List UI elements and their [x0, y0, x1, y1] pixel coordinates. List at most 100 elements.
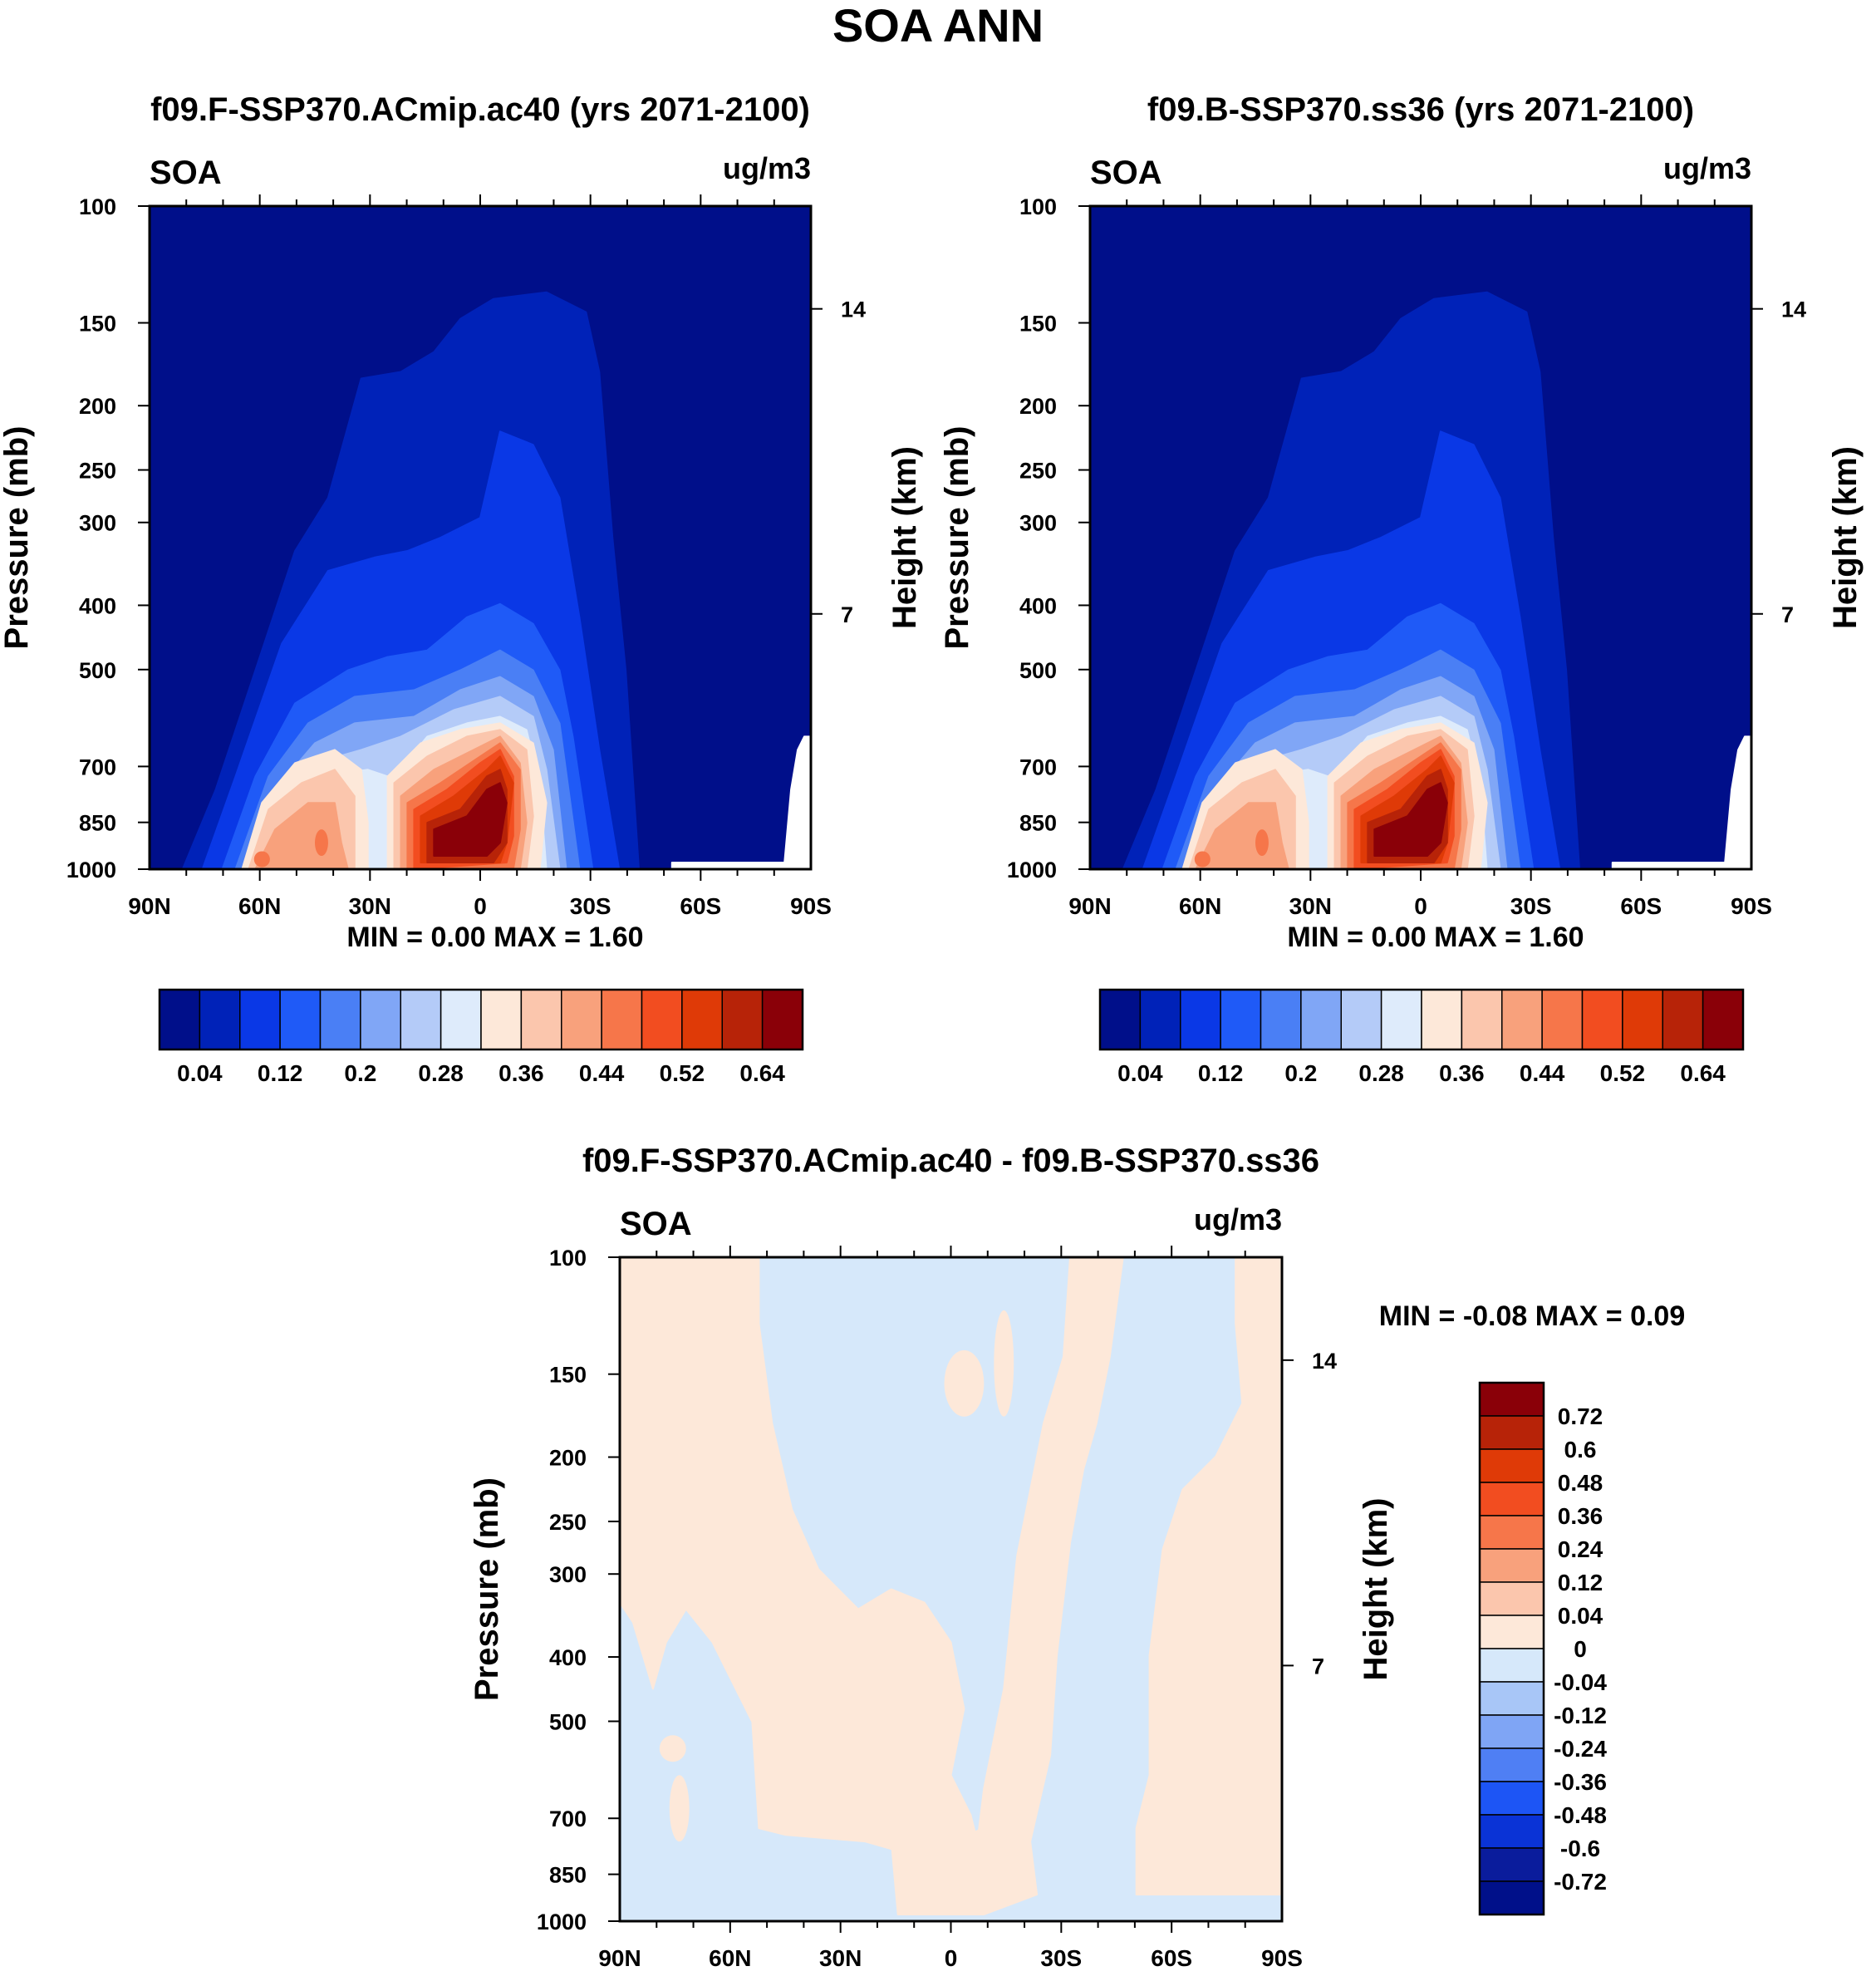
x-tick-label: 60N	[1179, 893, 1221, 919]
colorbar-label: 0.52	[1600, 1060, 1646, 1086]
x-tick-label: 30N	[819, 1945, 862, 1971]
colorbar-box	[1180, 989, 1221, 1050]
y-tick-label: 100	[79, 194, 116, 219]
colorbar-label: -0.24	[1554, 1736, 1607, 1762]
colorbar: 0.04 0.12 0.2 0.28 0.36 0.44 0.52 0.64	[1098, 988, 1745, 1086]
colorbar-box	[1581, 989, 1623, 1050]
x-tick-label: 30S	[570, 893, 611, 919]
colorbar-frame	[1098, 988, 1745, 1051]
missing-data	[670, 735, 811, 869]
panel-3: 90N 60N 30N 0 30S 60S 90S 100 150 200 250 300 400 500…	[469, 1143, 1685, 1971]
colorbar-box	[1479, 1714, 1545, 1749]
x-tick-label: 90S	[1261, 1945, 1303, 1971]
positive-island-3	[944, 1349, 985, 1417]
y-tick-label: 500	[79, 658, 116, 683]
colorbar-box	[1622, 989, 1663, 1050]
left-label: SOA	[150, 155, 222, 191]
x-tick-label: 30N	[349, 893, 391, 919]
colorbar-box	[1421, 989, 1463, 1050]
nh-lobe-spot-2	[315, 829, 328, 857]
colorbar-label: -0.04	[1554, 1669, 1607, 1695]
colorbar-label: 0.24	[1558, 1536, 1603, 1562]
colorbar-box	[1501, 989, 1543, 1050]
panel-1: 90N 60N 30N 0 30S 60S 90S 100 150 200 250 300 400 500…	[0, 91, 923, 1086]
y-axis-label: Pressure (mb)	[469, 1477, 505, 1701]
x-tick-label: 0	[945, 1945, 958, 1971]
height-tick-label: 14	[1781, 297, 1806, 322]
colorbar-frame	[1478, 1381, 1545, 1916]
height-axis-label: Height (km)	[1827, 446, 1864, 629]
colorbar-label: 0.04	[1558, 1603, 1603, 1629]
colorbar-box	[520, 989, 562, 1050]
colorbar-label: 0.44	[1520, 1060, 1565, 1086]
colorbar-box	[601, 989, 643, 1050]
colorbar-box	[1541, 989, 1584, 1050]
contour-field	[620, 1257, 1282, 1921]
x-tick-label: 0	[1414, 893, 1427, 919]
y-tick-label: 300	[549, 1562, 587, 1587]
colorbar-box	[1220, 989, 1262, 1050]
height-tick-label: 7	[841, 602, 853, 627]
colorbar-label: 0.64	[1680, 1060, 1726, 1086]
y-tick-label: 700	[549, 1806, 587, 1831]
x-tick-label: 60N	[709, 1945, 751, 1971]
colorbar-box	[1702, 989, 1744, 1050]
colorbar-box	[761, 989, 803, 1050]
colorbar-label: 0	[1574, 1636, 1587, 1662]
positive-region-south	[976, 1257, 1124, 1843]
x-tick-label: 60S	[1151, 1945, 1192, 1971]
positive-island-2	[659, 1735, 686, 1762]
y-tick-label: 150	[1019, 312, 1057, 337]
x-tick-label: 90N	[128, 893, 170, 919]
contour-field	[1090, 206, 1751, 869]
colorbar-label: 0.12	[1558, 1570, 1603, 1595]
colorbar-box	[1139, 989, 1181, 1050]
colorbar-box	[1479, 1880, 1545, 1915]
y-tick-label: 1000	[1007, 858, 1057, 882]
colorbar-box	[1260, 989, 1302, 1050]
x-tick-label: 0	[474, 893, 487, 919]
colorbar-label: 0.6	[1564, 1437, 1597, 1462]
x-tick-label: 60S	[680, 893, 721, 919]
x-tick-label: 30S	[1510, 893, 1552, 919]
colorbar-box	[1300, 989, 1342, 1050]
colorbar-box	[1479, 1482, 1545, 1516]
y-tick-label: 1000	[537, 1910, 587, 1934]
x-tick-label: 90N	[1068, 893, 1111, 919]
colorbar-label: 0.04	[177, 1060, 223, 1086]
colorbar: 0.72 0.6 0.48 0.36 0.24 0.12 0.04 0 -0.04 -0.12 -0…	[1478, 1381, 1607, 1916]
colorbar-box	[1479, 1648, 1545, 1683]
colorbar-box	[641, 989, 683, 1050]
colorbar-box	[1461, 989, 1503, 1050]
colorbar-box	[1380, 989, 1422, 1050]
panel-title: f09.F-SSP370.ACmip.ac40 (yrs 2071-2100)	[150, 91, 810, 128]
colorbar-box	[1099, 989, 1142, 1050]
height-axis-label: Height (km)	[1358, 1498, 1394, 1681]
colorbar-label: 0.2	[344, 1060, 376, 1086]
y-tick-label: 850	[549, 1863, 587, 1888]
y-tick-label: 700	[1019, 755, 1057, 779]
colorbar-label: 0.28	[418, 1060, 464, 1086]
positive-region-polar	[1135, 1257, 1282, 1895]
colorbar-box	[1340, 989, 1382, 1050]
colorbar-label: 0.72	[1558, 1403, 1603, 1429]
height-tick-label: 7	[1781, 602, 1794, 627]
y-tick-label: 100	[1019, 194, 1057, 219]
colorbar-box	[1479, 1382, 1545, 1417]
x-tick-label: 30S	[1040, 1945, 1082, 1971]
colorbar-label: 0.36	[1558, 1503, 1603, 1529]
units-label: ug/m3	[1194, 1202, 1282, 1236]
colorbar-label: 0.12	[258, 1060, 303, 1086]
height-tick-label: 7	[1312, 1654, 1324, 1679]
height-axis-label: Height (km)	[886, 446, 923, 629]
panel-title: f09.B-SSP370.ss36 (yrs 2071-2100)	[1147, 91, 1694, 128]
colorbar-label: 0.36	[1439, 1060, 1485, 1086]
y-tick-label: 100	[549, 1246, 587, 1271]
colorbar-box	[1479, 1748, 1545, 1782]
height-tick-label: 14	[1312, 1349, 1337, 1374]
y-tick-label: 850	[1019, 811, 1057, 836]
x-tick-label: 30N	[1289, 893, 1332, 919]
y-tick-label: 200	[1019, 394, 1057, 419]
contour-field	[150, 206, 811, 869]
